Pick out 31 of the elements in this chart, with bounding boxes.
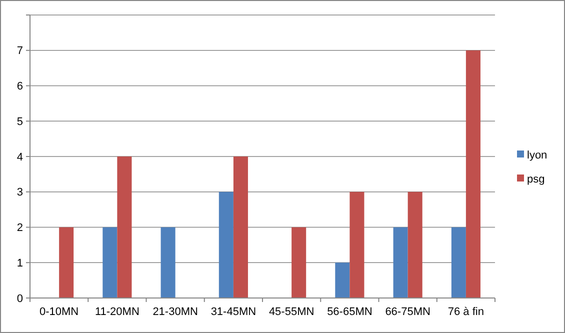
- legend-label: lyon: [527, 149, 548, 162]
- x-tick-label: 56-65MN: [327, 306, 372, 318]
- x-tick-label: 21-30MN: [152, 306, 198, 318]
- legend-label: psg: [527, 173, 545, 186]
- bar: [408, 192, 422, 298]
- bar: [393, 227, 408, 298]
- bar: [117, 156, 132, 298]
- bar: [218, 192, 234, 298]
- y-tick-label: 4: [16, 151, 23, 164]
- x-tick-label: 11-20MN: [94, 306, 140, 318]
- bar: [233, 156, 248, 298]
- x-tick-label: 31-45MN: [210, 306, 256, 318]
- x-tick-label: 66-75MN: [385, 306, 430, 318]
- y-tick-label: 1: [16, 257, 23, 270]
- bar: [350, 192, 364, 298]
- x-tick-label: 45-55MN: [268, 306, 314, 318]
- bar: [466, 50, 480, 298]
- y-tick-label: 0: [16, 292, 23, 305]
- y-tick-label: 3: [16, 186, 23, 199]
- bar: [292, 227, 306, 298]
- y-tick-label: 6: [16, 80, 23, 93]
- y-tick-label: 7: [16, 45, 23, 58]
- bar: [102, 227, 118, 298]
- y-tick-label: 2: [16, 222, 23, 234]
- x-tick-label: 0-10MN: [40, 306, 79, 318]
- bar: [451, 227, 466, 298]
- y-tick-label: 5: [16, 116, 23, 128]
- x-tick-label: 76 à fin: [448, 306, 484, 318]
- bar: [160, 227, 176, 298]
- bar: [59, 227, 74, 298]
- bar: [335, 262, 350, 298]
